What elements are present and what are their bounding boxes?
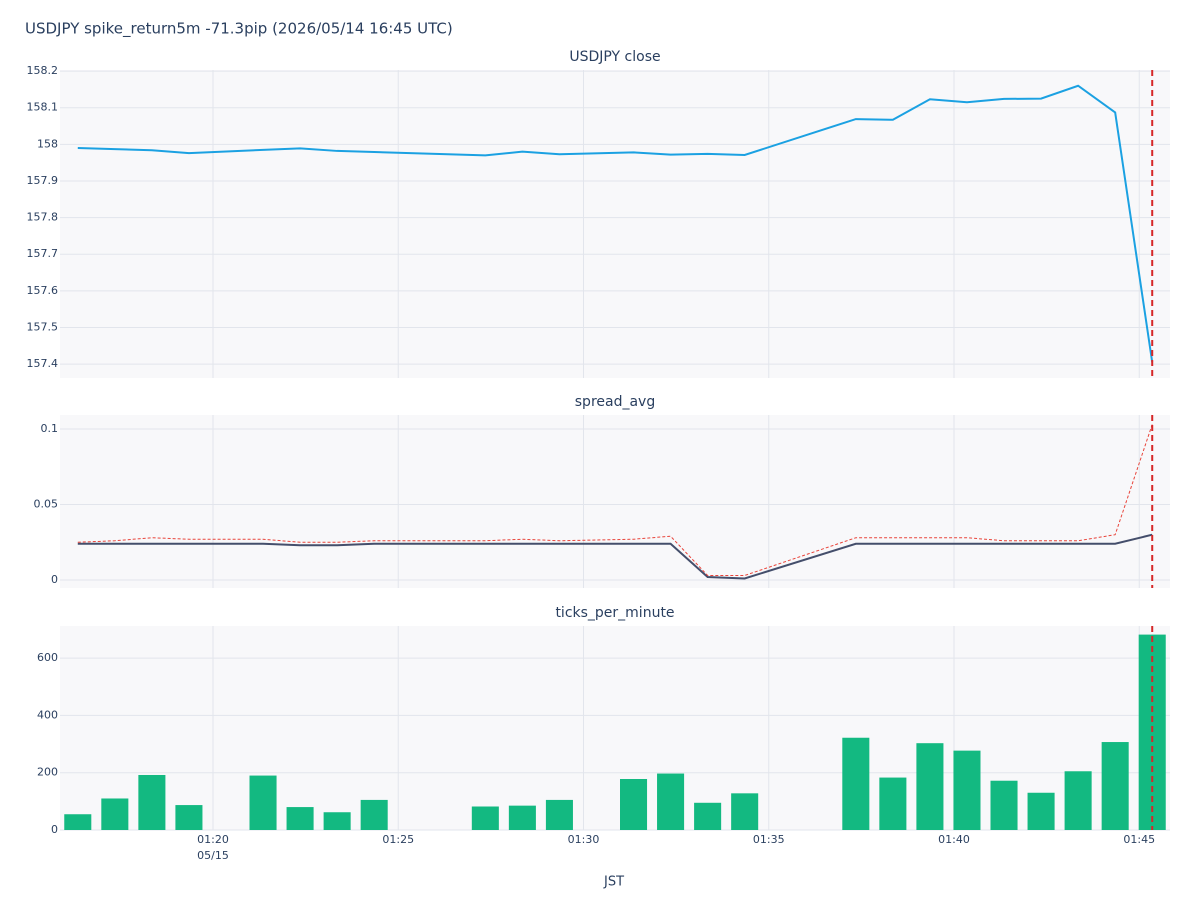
plot-background [60,70,1170,378]
bar [1027,792,1055,830]
y-tick-label: 158.1 [27,101,59,114]
y-tick-label: 0.1 [41,422,59,435]
y-tick-label: 0 [51,823,58,836]
bar [657,773,685,830]
bar [990,780,1018,830]
y-tick-label: 400 [37,708,58,721]
figure-title: USDJPY spike_return5m -71.3pip (2026/05/… [25,20,453,39]
bar [731,793,759,830]
x-tick-label: 01:45 [1123,833,1155,846]
y-tick-label: 158 [37,137,58,150]
bar [1064,771,1092,830]
x-tick-label: 01:40 [938,833,970,846]
y-tick-label: 157.5 [27,320,59,333]
bar [101,798,129,830]
x-tick-label: 01:25 [382,833,414,846]
y-tick-label: 157.7 [27,247,59,260]
bar [879,777,907,830]
bar [471,806,499,830]
panel-title: ticks_per_minute [555,605,674,621]
bar [545,799,573,830]
y-tick-label: 0.05 [34,498,59,511]
x-tick-label: 01:30 [568,833,600,846]
bar [138,774,166,830]
panel-title: USDJPY close [569,49,660,65]
plot-background [60,626,1170,830]
bar [1101,742,1129,830]
series-line [77,424,1153,576]
y-tick-label: 600 [37,651,58,664]
series-line [77,533,1153,580]
y-tick-label: 0 [51,573,58,586]
bar [916,743,944,830]
bar [508,805,536,830]
y-tick-label: 157.8 [27,211,59,224]
bar [694,802,722,830]
x-axis-title: JST [603,875,624,890]
bar [323,812,351,830]
plot-background [60,415,1170,588]
y-tick-label: 157.4 [27,357,59,370]
y-tick-label: 157.6 [27,284,59,297]
bar [620,779,648,830]
y-tick-label: 200 [37,766,58,779]
bar [64,814,92,830]
y-tick-label: 157.9 [27,174,59,187]
x-tick-label: 01:20 [197,833,229,846]
bar [286,807,314,830]
bar [249,775,277,830]
panel-title: spread_avg [575,394,655,410]
series-line [77,84,1154,363]
bar [842,737,870,830]
y-tick-label: 158.2 [27,64,59,77]
bar [360,799,388,830]
bar [953,750,981,830]
bar [175,805,203,830]
x-tick-label: 01:35 [753,833,785,846]
x-date-label: 05/15 [197,849,229,862]
